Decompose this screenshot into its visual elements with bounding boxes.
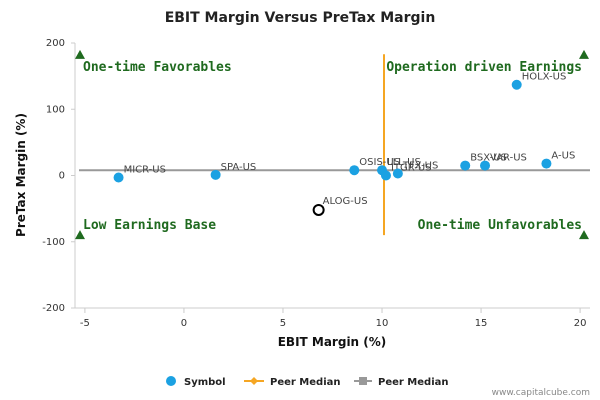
data-point [480,160,491,171]
data-point-label: MICR-US [124,164,166,175]
corner-marker-top-left [75,49,85,59]
quadrant-label-bottom-left: Low Earnings Base [83,218,216,233]
data-point-label: LLL-US [387,157,421,168]
data-point-label: HOLX-US [522,72,567,83]
data-point-label: OSIS-US [359,157,400,168]
legend: Symbol Peer Median Peer Median [166,376,449,388]
x-tick-label: 15 [475,318,488,329]
data-point-label: SPA-US [221,162,257,173]
quadrant-label-top-right: Operation driven Earnings [386,60,582,75]
data-point-label: ITGR-US [391,163,432,174]
y-tick-label: -100 [42,237,65,248]
target-point [312,203,325,216]
data-point-label: BSX-US [470,153,507,164]
y-tick-label: 0 [59,171,65,182]
x-tick-label: -5 [80,318,90,329]
x-tick-label: 0 [181,318,187,329]
x-tick-label: 5 [280,318,286,329]
y-tick-label: 100 [46,104,65,115]
data-point [349,165,360,176]
plot-area: -200 -100 0 100 200 -5 0 5 10 15 20 One-time Favora… [42,38,590,329]
data-point [511,79,522,90]
data-point [541,158,552,169]
target-point-label: ALOG-US [323,196,368,207]
data-point-label: A-US [551,151,575,162]
legend-item-peer-median-horizontal[interactable]: Peer Median [354,377,449,388]
data-point-label: TFX-US [402,161,439,172]
data-point [460,160,471,171]
data-point [113,172,124,183]
y-tick-label: 200 [46,38,65,49]
corner-marker-top-right [579,49,589,59]
legend-peer-median-label-1: Peer Median [270,377,341,388]
x-axis-title: EBIT Margin (%) [278,335,387,349]
legend-vline-diamond [250,377,258,385]
x-tick-label: 10 [376,318,389,329]
quadrant-label-bottom-right: One-time Unfavorables [418,218,582,233]
legend-peer-median-label-2: Peer Median [378,377,449,388]
data-point [210,169,221,180]
corner-marker-bottom-left [75,230,85,240]
legend-item-symbol[interactable]: Symbol [166,376,226,388]
quadrant-label-top-left: One-time Favorables [83,60,232,75]
data-point [392,168,403,179]
data-point [380,170,391,181]
legend-symbol-label: Symbol [184,377,226,388]
legend-symbol-marker [166,376,176,386]
chart-title: EBIT Margin Versus PreTax Margin [165,10,436,26]
x-tick-label: 20 [574,318,587,329]
y-axis-title: PreTax Margin (%) [14,113,28,237]
credit-text: www.capitalcube.com [492,388,590,398]
corner-marker-bottom-right [579,230,589,240]
y-tick-label: -200 [42,303,65,314]
legend-hline-square [359,377,367,385]
legend-item-peer-median-vertical[interactable]: Peer Median [244,377,341,388]
data-point-label: VAR-US [490,153,527,164]
